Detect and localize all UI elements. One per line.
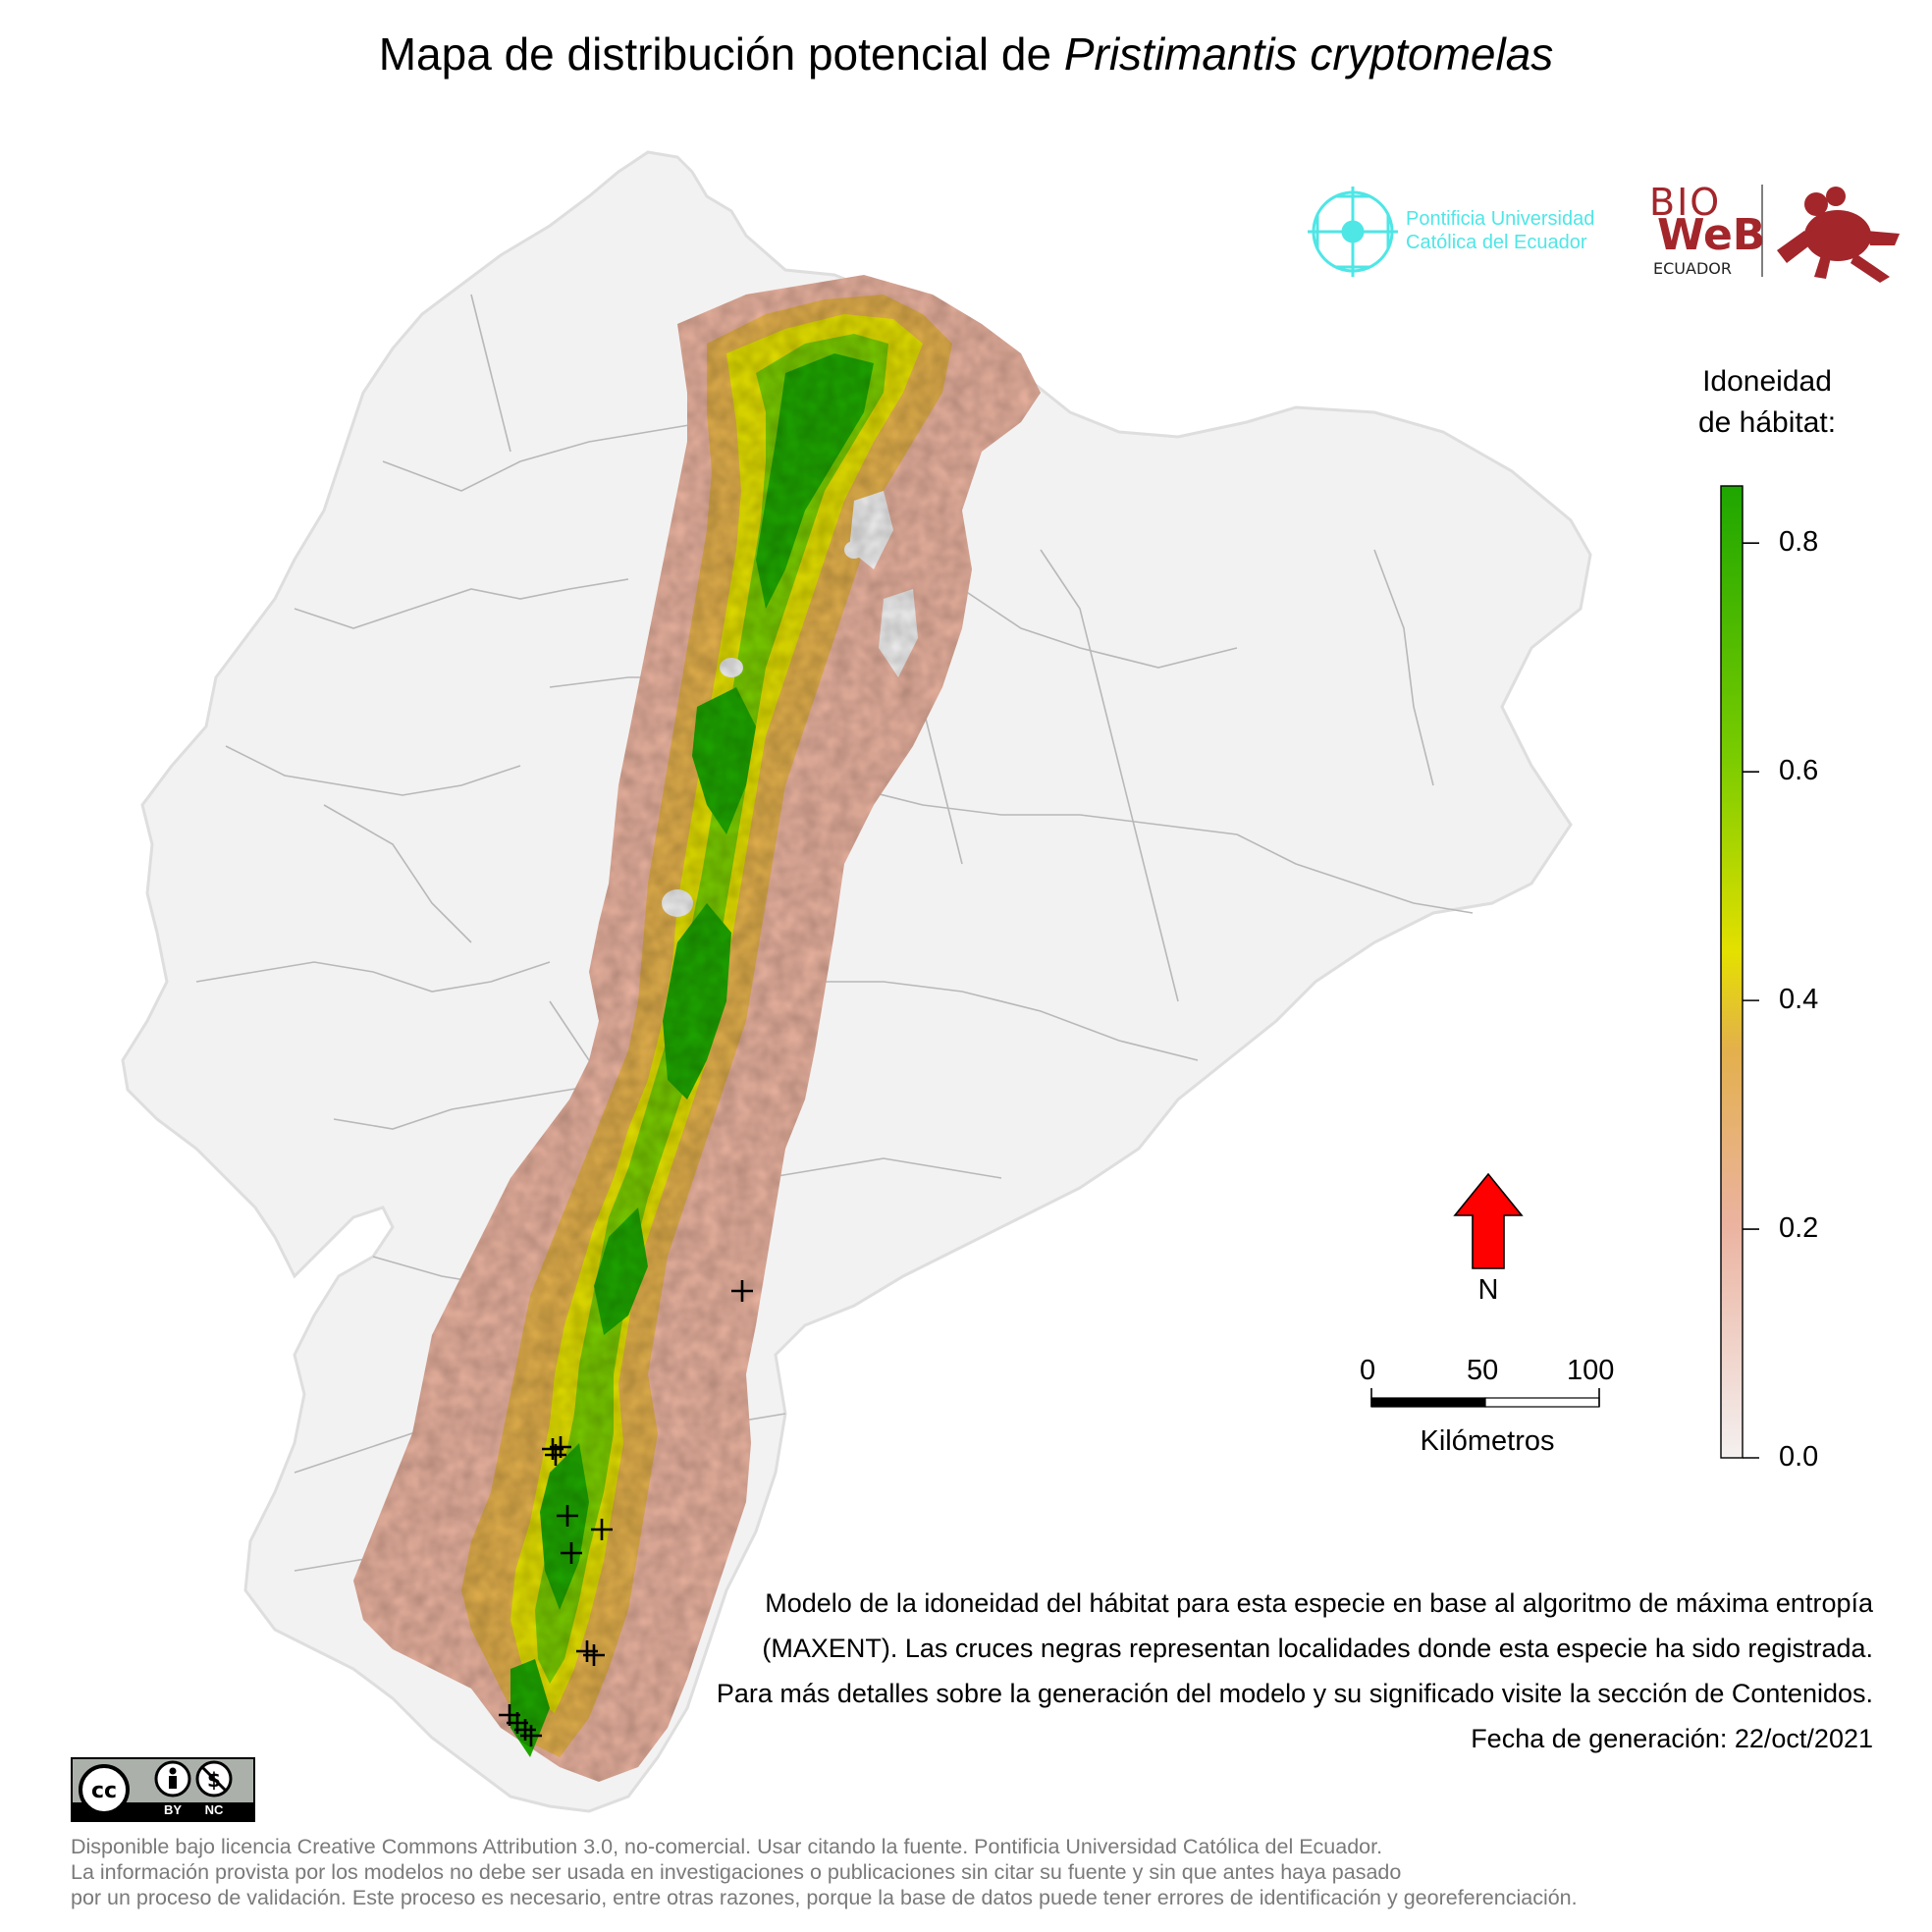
scale-unit: Kilómetros: [1420, 1425, 1555, 1457]
cc-nc-label: NC: [204, 1802, 224, 1817]
north-arrow-icon: [1453, 1172, 1524, 1269]
cross-icon: [731, 1280, 753, 1302]
frog-icon: [1777, 187, 1900, 283]
legend-ticks: [1743, 542, 1759, 1459]
bioweb-top: BIO: [1649, 181, 1722, 224]
north-label: N: [1477, 1274, 1499, 1306]
license-line2: La información provista por los modelos …: [71, 1860, 1402, 1884]
occurrence-points: [499, 1280, 753, 1746]
cc-license-badge[interactable]: cc $ BY NC: [71, 1757, 255, 1822]
license-line3: por un proceso de validación. Este proce…: [71, 1886, 1578, 1909]
scale-bar: [1370, 1388, 1600, 1408]
license-text: Disponible bajo licencia Creative Common…: [71, 1834, 1897, 1910]
legend-title-line1: Idoneidad: [1702, 365, 1832, 398]
puce-line2: Católica del Ecuador: [1406, 232, 1587, 253]
legend-tick-label: 0.2: [1779, 1212, 1819, 1245]
legend-colorbar: [1720, 485, 1744, 1459]
title-species: Pristimantis cryptomelas: [1063, 28, 1554, 80]
bioweb-bottom: ECUADOR: [1653, 259, 1732, 278]
scale-label-0: 0: [1360, 1355, 1376, 1386]
cross-icon: [583, 1644, 605, 1666]
title-prefix: Mapa de distribución potencial de: [378, 28, 1064, 80]
suitability-texture: [353, 275, 1041, 1782]
puce-logo-text: Pontificia Universidad Católica del Ecua…: [1406, 207, 1594, 254]
svg-text:cc: cc: [91, 1779, 117, 1803]
legend-tick-label: 0.4: [1779, 984, 1819, 1016]
cross-icon: [561, 1542, 582, 1564]
page-title: Mapa de distribución potencial de Pristi…: [0, 27, 1932, 80]
legend-tick-label: 0.0: [1779, 1441, 1819, 1473]
cross-icon: [545, 1444, 566, 1466]
legend-tick-label: 0.6: [1779, 755, 1819, 787]
cross-icon: [514, 1719, 536, 1741]
puce-line1: Pontificia Universidad: [1406, 208, 1595, 230]
legend-title: Idoneidad de hábitat:: [1659, 361, 1875, 444]
map-description: Modelo de la idoneidad del hábitat para …: [716, 1588, 1873, 1753]
cross-icon: [520, 1725, 542, 1746]
legend-tick-label: 0.8: [1779, 526, 1819, 559]
bioweb-mid: WeB: [1657, 210, 1766, 260]
cross-icon: [557, 1505, 578, 1527]
puce-logo-icon: [1308, 187, 1398, 277]
scale-label-50: 50: [1467, 1355, 1499, 1386]
license-line1: Disponible bajo licencia Creative Common…: [71, 1835, 1383, 1858]
cc-by-label: BY: [163, 1802, 183, 1817]
cross-icon: [591, 1519, 613, 1540]
scale-label-100: 100: [1567, 1355, 1615, 1386]
legend-title-line2: de hábitat:: [1697, 406, 1837, 439]
cc-icon: [79, 1764, 130, 1815]
